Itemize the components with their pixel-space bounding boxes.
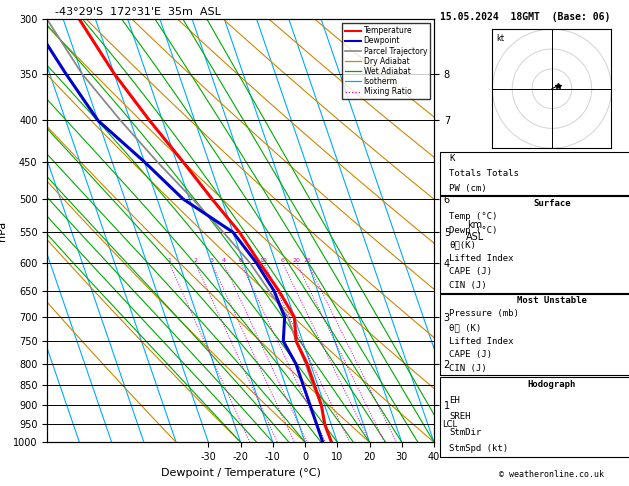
Text: 20: 20 (292, 258, 301, 263)
Text: Lifted Index: Lifted Index (449, 337, 514, 346)
Text: 6: 6 (281, 258, 284, 263)
Text: Temp (°C): Temp (°C) (449, 212, 498, 222)
Text: SREH: SREH (449, 412, 470, 421)
Text: Most Unstable: Most Unstable (517, 296, 587, 305)
Text: kt: kt (496, 34, 504, 43)
Text: PW (cm): PW (cm) (449, 184, 487, 192)
Text: 15.05.2024  18GMT  (Base: 06): 15.05.2024 18GMT (Base: 06) (440, 12, 611, 22)
Text: CAPE (J): CAPE (J) (449, 350, 493, 359)
Text: θᴛ(K): θᴛ(K) (449, 240, 476, 249)
Text: θᴛ (K): θᴛ (K) (449, 323, 481, 332)
Text: -43°29'S  172°31'E  35m  ASL: -43°29'S 172°31'E 35m ASL (55, 7, 221, 17)
Text: LCL: LCL (442, 420, 457, 429)
Text: Lifted Index: Lifted Index (449, 254, 514, 263)
Text: 10: 10 (260, 258, 267, 263)
Text: 25: 25 (304, 258, 311, 263)
Text: Dewp (°C): Dewp (°C) (449, 226, 498, 235)
Text: K: K (449, 155, 455, 163)
Text: Pressure (mb): Pressure (mb) (449, 310, 519, 318)
Text: CAPE (J): CAPE (J) (449, 267, 493, 277)
Legend: Temperature, Dewpoint, Parcel Trajectory, Dry Adiabat, Wet Adiabat, Isotherm, Mi: Temperature, Dewpoint, Parcel Trajectory… (342, 23, 430, 99)
Text: 3: 3 (209, 258, 213, 263)
Text: © weatheronline.co.uk: © weatheronline.co.uk (499, 469, 604, 479)
Text: Hodograph: Hodograph (528, 380, 576, 389)
Text: EH: EH (449, 396, 460, 405)
Text: StmSpd (kt): StmSpd (kt) (449, 444, 508, 453)
Text: 6: 6 (239, 258, 243, 263)
Y-axis label: hPa: hPa (0, 221, 8, 241)
X-axis label: Dewpoint / Temperature (°C): Dewpoint / Temperature (°C) (160, 468, 321, 478)
Text: 1: 1 (167, 258, 171, 263)
Text: StmDir: StmDir (449, 428, 481, 437)
Y-axis label: km
ASL: km ASL (466, 220, 484, 242)
Text: Totals Totals: Totals Totals (449, 169, 519, 178)
Text: CIN (J): CIN (J) (449, 281, 487, 290)
Text: 2: 2 (193, 258, 198, 263)
Text: 4: 4 (221, 258, 225, 263)
Text: Surface: Surface (533, 199, 571, 208)
Text: CIN (J): CIN (J) (449, 364, 487, 373)
